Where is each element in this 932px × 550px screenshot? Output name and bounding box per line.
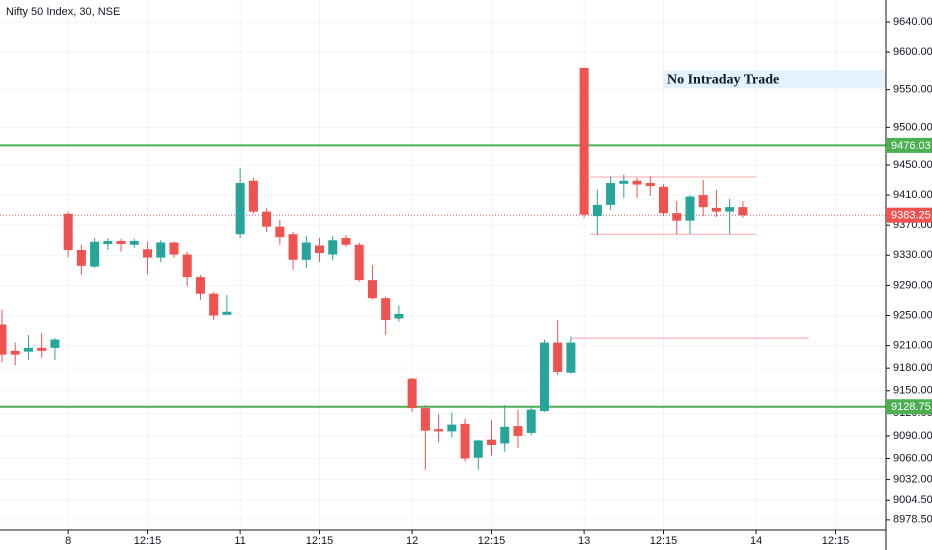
candle-body bbox=[288, 234, 298, 260]
candle-body bbox=[632, 180, 642, 185]
candle-body bbox=[473, 440, 483, 458]
candle-body bbox=[500, 426, 510, 444]
candle-body bbox=[434, 429, 444, 432]
candle-body bbox=[487, 439, 497, 445]
level-label-text: 9476.03 bbox=[891, 140, 931, 152]
x-tick-label: 12:15 bbox=[650, 535, 678, 547]
candle-body bbox=[169, 242, 179, 255]
candle-body bbox=[619, 180, 629, 184]
candle-body bbox=[76, 250, 86, 266]
level-label-box bbox=[886, 399, 932, 415]
y-tick-label: 9450.00 bbox=[893, 159, 932, 171]
annotation-text: No Intraday Trade bbox=[667, 72, 779, 87]
candle-body bbox=[685, 196, 695, 221]
candle-body bbox=[235, 183, 245, 235]
y-tick-label: 9180.00 bbox=[893, 362, 932, 374]
candle-body bbox=[103, 240, 113, 245]
y-tick-label: 8978.50 bbox=[893, 514, 932, 526]
level-label: 9383.25 bbox=[886, 207, 932, 223]
candle-body bbox=[328, 240, 338, 255]
candle-body bbox=[50, 339, 60, 348]
y-tick-label: 9600.00 bbox=[893, 46, 932, 58]
candle-body bbox=[367, 280, 377, 299]
x-tick-label: 8 bbox=[65, 535, 71, 547]
candle-body bbox=[566, 342, 576, 373]
level-label-box bbox=[886, 137, 932, 153]
level-label: 9128.75 bbox=[886, 399, 932, 415]
candle-body bbox=[248, 180, 258, 212]
candle-body bbox=[354, 244, 364, 281]
y-tick-label: 9004.50 bbox=[893, 494, 932, 506]
candle-body bbox=[156, 242, 166, 258]
candle-body bbox=[539, 342, 549, 412]
y-tick-label: 9250.00 bbox=[893, 309, 932, 321]
candle-body bbox=[579, 67, 589, 215]
level-label: 9476.03 bbox=[886, 137, 932, 153]
candle-body bbox=[23, 347, 33, 352]
candle-body bbox=[460, 423, 470, 459]
candle-body bbox=[592, 204, 602, 217]
y-tick-label: 9410.00 bbox=[893, 189, 932, 201]
y-tick-label: 9290.00 bbox=[893, 279, 932, 291]
y-tick-label: 9150.00 bbox=[893, 385, 932, 397]
candle-body bbox=[63, 213, 73, 251]
candle-body bbox=[394, 313, 404, 319]
candle-body bbox=[301, 242, 311, 260]
level-label-box bbox=[886, 207, 932, 223]
x-tick-label: 14 bbox=[750, 535, 762, 547]
candle-body bbox=[143, 249, 153, 258]
level-label-text: 9128.75 bbox=[891, 401, 931, 413]
candle-body bbox=[420, 408, 430, 431]
candle-body bbox=[606, 183, 616, 205]
candle-body bbox=[672, 213, 682, 221]
candle-body bbox=[698, 195, 708, 208]
candle-body bbox=[275, 226, 285, 238]
candle-body bbox=[381, 298, 391, 321]
annotation-box bbox=[663, 70, 886, 89]
candle-body bbox=[526, 409, 536, 433]
candle-body bbox=[195, 277, 205, 294]
x-tick-label: 12 bbox=[406, 535, 418, 547]
candle-body bbox=[738, 207, 748, 216]
candle-body bbox=[262, 211, 272, 227]
x-tick-label: 12:15 bbox=[822, 535, 850, 547]
candle-body bbox=[90, 241, 100, 267]
candle-body bbox=[711, 207, 721, 212]
candle-body bbox=[645, 183, 655, 187]
y-tick-label: 9500.00 bbox=[893, 121, 932, 133]
y-tick-label: 9330.00 bbox=[893, 249, 932, 261]
y-tick-label: 9210.00 bbox=[893, 340, 932, 352]
candle-body bbox=[659, 186, 668, 214]
candle-body bbox=[0, 324, 7, 355]
x-tick-label: 12:15 bbox=[306, 535, 334, 547]
x-tick-label: 12:15 bbox=[478, 535, 506, 547]
candle-body bbox=[222, 311, 232, 315]
y-tick-label: 9550.00 bbox=[893, 84, 932, 96]
candle-body bbox=[129, 240, 139, 245]
candle-body bbox=[209, 293, 219, 316]
y-tick-label: 9032.00 bbox=[893, 473, 932, 485]
candle-body bbox=[553, 342, 563, 372]
candle-body bbox=[182, 254, 192, 278]
candle-body bbox=[315, 245, 325, 254]
candle-body bbox=[116, 240, 126, 245]
x-tick-label: 12:15 bbox=[134, 535, 162, 547]
candle-body bbox=[10, 350, 20, 355]
candle-body bbox=[725, 207, 735, 212]
x-tick-label: 11 bbox=[234, 535, 245, 547]
candle-body bbox=[341, 237, 351, 245]
candle-body bbox=[513, 426, 523, 436]
candle-body bbox=[407, 378, 417, 409]
candle-body bbox=[447, 424, 457, 432]
y-tick-label: 9090.00 bbox=[893, 430, 932, 442]
chart-title: Nifty 50 Index, 30, NSE bbox=[6, 6, 120, 18]
y-tick-label: 9060.00 bbox=[893, 452, 932, 464]
x-tick-label: 13 bbox=[578, 535, 590, 547]
level-label-text: 9383.25 bbox=[891, 210, 931, 222]
candle-body bbox=[37, 347, 47, 351]
y-tick-label: 9640.00 bbox=[893, 16, 932, 28]
